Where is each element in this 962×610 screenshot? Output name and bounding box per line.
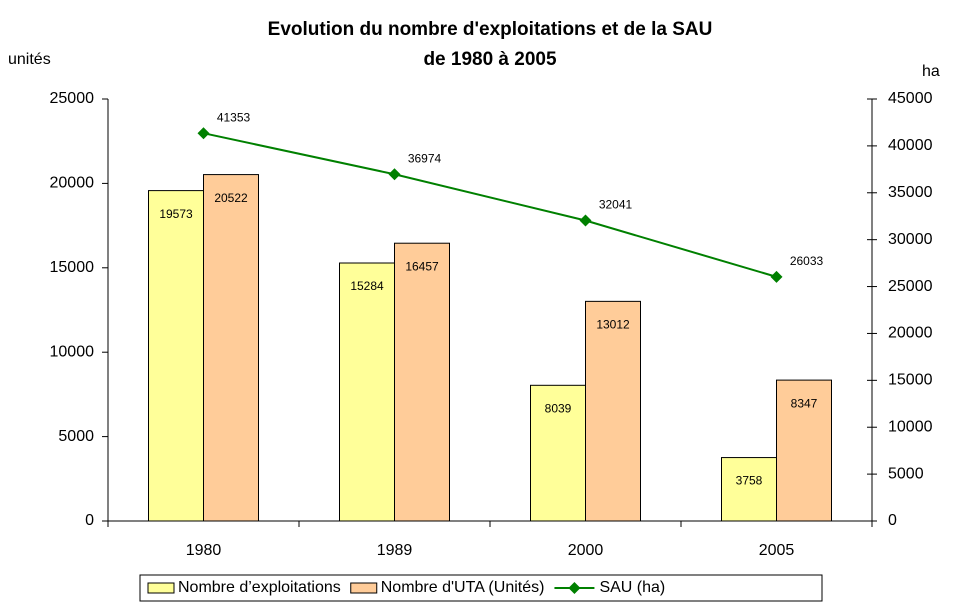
legend-swatch: [147, 582, 175, 594]
data-label: 8347: [791, 396, 818, 410]
y2-tick-label: 20000: [888, 325, 933, 342]
line-marker: [770, 270, 783, 283]
y-tick-label: 0: [85, 512, 94, 529]
y-tick-label: 5000: [58, 428, 94, 445]
data-label: 15284: [350, 279, 384, 293]
line-marker: [197, 127, 210, 140]
bar: [148, 190, 204, 522]
bar: [530, 384, 586, 522]
legend-box: [139, 574, 823, 602]
y-tick-label: 15000: [50, 259, 95, 276]
data-label: 16457: [405, 259, 439, 273]
data-label: 3758: [736, 474, 763, 488]
data-label: 41353: [217, 110, 251, 124]
legend-swatch: [568, 582, 581, 594]
data-label: 19573: [159, 207, 193, 221]
bar: [585, 300, 641, 522]
bar: [776, 379, 832, 522]
line-marker: [579, 214, 592, 227]
legend-label: Nombre d’exploitations: [178, 579, 341, 596]
y2-tick-label: 35000: [888, 184, 933, 201]
data-label: 26033: [790, 254, 824, 268]
y-axis-label: unités: [8, 51, 51, 68]
x-tick-label: 2005: [759, 542, 795, 559]
line-marker: [388, 168, 401, 181]
legend-label: Nombre d'UTA (Unités): [381, 579, 545, 596]
y-tick-label: 10000: [50, 343, 95, 360]
legend-label: SAU (ha): [599, 579, 665, 596]
y2-tick-label: 0: [888, 512, 897, 529]
y2-tick-label: 15000: [888, 372, 933, 389]
y2-tick-label: 10000: [888, 418, 933, 435]
y-tick-label: 25000: [50, 90, 95, 107]
y2-tick-label: 45000: [888, 90, 933, 107]
y-tick-label: 20000: [50, 175, 95, 192]
y2-tick-label: 40000: [888, 137, 933, 154]
x-tick-label: 1989: [377, 542, 413, 559]
data-label: 32041: [599, 198, 633, 212]
data-label: 13012: [596, 318, 630, 332]
chart-title: Evolution du nombre d'exploitations et d…: [268, 19, 713, 40]
y2-axis-label: ha: [922, 63, 940, 80]
data-label: 20522: [214, 191, 248, 205]
bar: [721, 457, 777, 522]
data-label: 8039: [545, 401, 572, 415]
y2-tick-label: 25000: [888, 278, 933, 295]
x-tick-label: 1980: [186, 542, 222, 559]
chart-title: de 1980 à 2005: [423, 49, 557, 70]
line: [203, 132, 777, 278]
legend-swatch: [350, 582, 378, 594]
x-tick-label: 2000: [568, 542, 604, 559]
data-label: 36974: [408, 151, 442, 165]
bar: [394, 242, 450, 522]
y2-tick-label: 5000: [888, 465, 924, 482]
bar: [339, 262, 395, 522]
y2-tick-label: 30000: [888, 231, 933, 248]
bar: [203, 174, 259, 522]
